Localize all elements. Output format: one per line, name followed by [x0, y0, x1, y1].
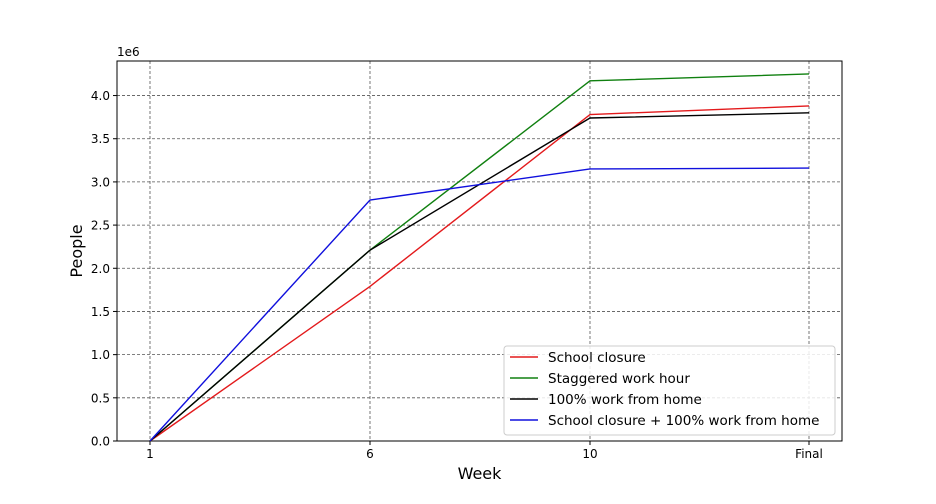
y-tick-label: 3.5 — [91, 132, 110, 146]
grid — [117, 61, 842, 441]
x-axis-title: Week — [458, 464, 503, 483]
y-offset-label: 1e6 — [117, 45, 140, 59]
y-axis-title: People — [67, 224, 86, 277]
series-group — [149, 73, 810, 442]
series-line-1 — [149, 105, 810, 442]
y-tick-label: 0.5 — [91, 391, 110, 405]
plot-frame — [116, 60, 843, 442]
y-tick-label: 4.0 — [91, 89, 110, 103]
legend-label: Staggered work hour — [548, 371, 690, 387]
x-tick-label: 10 — [582, 447, 597, 461]
y-tick-label: 0.0 — [91, 435, 110, 449]
x-tick-label: 1 — [146, 447, 154, 461]
y-tick-label: 2.5 — [91, 219, 110, 233]
x-tick-label: Final — [795, 447, 823, 461]
y-tick-label: 2.0 — [91, 262, 110, 276]
y-tick-label: 1.5 — [91, 305, 110, 319]
legend-label: 100% work from home — [548, 392, 702, 408]
legend-box — [503, 345, 836, 436]
legend: School closure Staggered work hour 100% wo… — [503, 345, 836, 436]
series-line-4 — [149, 167, 810, 442]
legend-label: School closure — [548, 350, 646, 366]
x-tick-label: 6 — [366, 447, 374, 461]
y-tick-label: 1.0 — [91, 348, 110, 362]
legend-label: School closure + 100% work from home — [548, 413, 819, 429]
ticks: 1 6 10 Final 0.0 0.5 1.0 1.5 2.0 2.5 3.0 3.5 4.0 — [91, 89, 823, 461]
y-tick-label: 3.0 — [91, 175, 110, 189]
